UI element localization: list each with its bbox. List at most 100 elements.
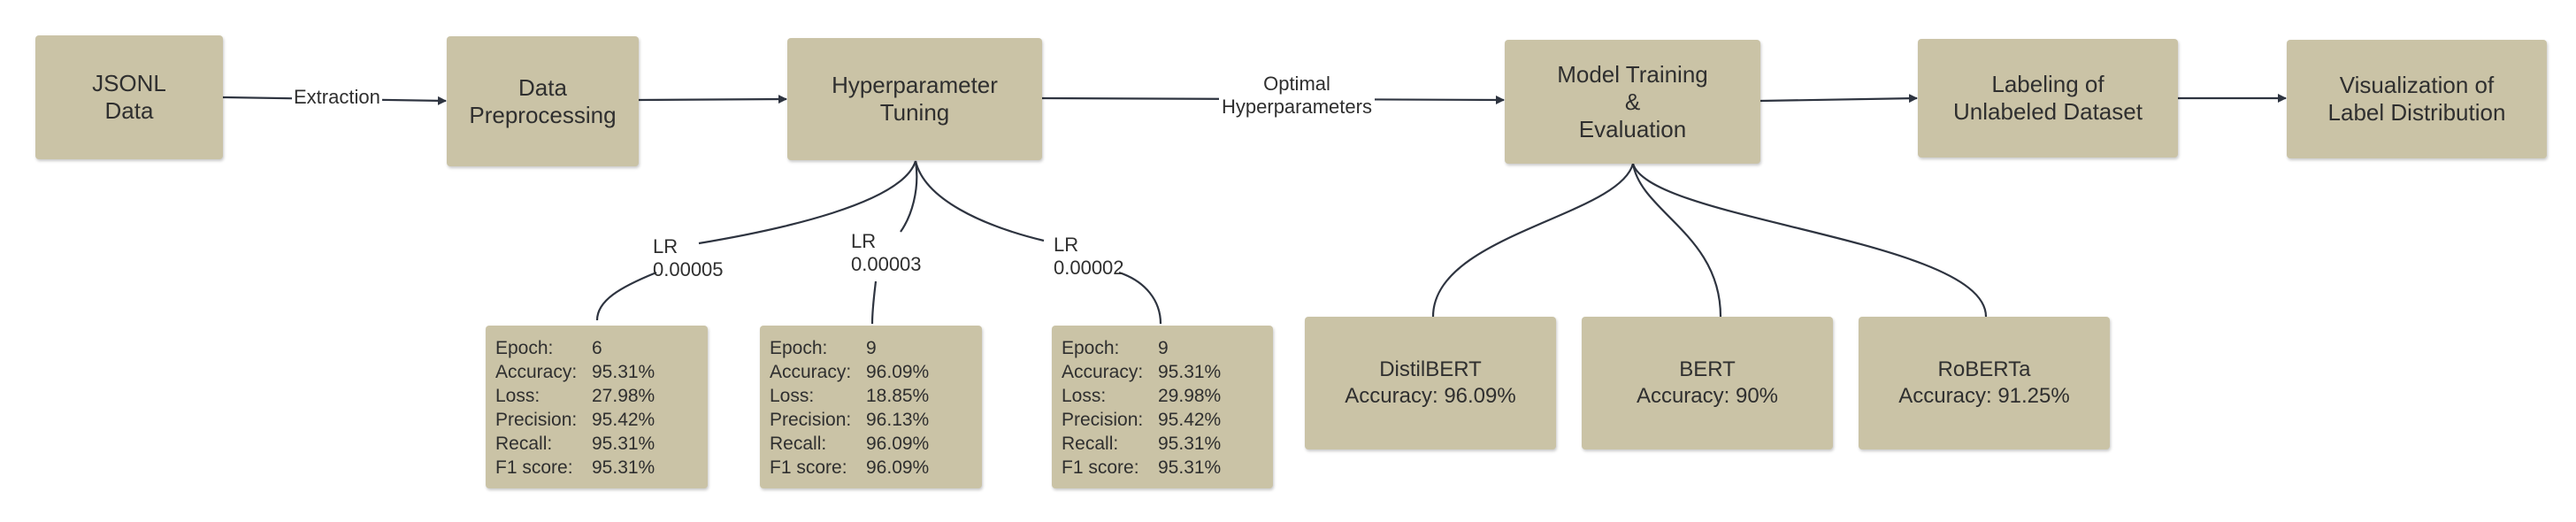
metric-row: Recall: 95.31% <box>1062 432 1273 456</box>
branch-line-lr-00003 <box>900 160 918 233</box>
metric-row: F1 score: 96.09% <box>770 456 982 480</box>
metric-label: Loss: <box>1062 386 1107 406</box>
branch-line-lr-00005-lower <box>595 271 657 321</box>
distilbert-model-name: DistilBERT <box>1379 357 1482 381</box>
metric-label: Precision: <box>495 410 578 430</box>
metric-label: Accuracy: <box>770 362 852 382</box>
hyperparameter-tuning-node-line-1: Hyperparameter <box>832 72 998 98</box>
metric-value: 96.09% <box>866 457 930 478</box>
model-training-node-line-1: Model Training <box>1557 60 1708 88</box>
labeling-node: Labeling of Unlabeled Dataset <box>1918 39 2178 157</box>
metric-row: Accuracy: 96.09% <box>770 360 982 384</box>
metric-value: 9 <box>866 338 877 358</box>
model-training-node-line-3: Evaluation <box>1578 115 1687 142</box>
optimal-hyperparameters-line-2: Hyperparameters <box>1222 96 1372 118</box>
branch-line-lr-00002-lower <box>1118 271 1162 325</box>
metric-label: Epoch: <box>495 338 554 358</box>
data-preprocessing-node-line-1: Data <box>518 73 567 101</box>
metric-value: 29.98% <box>1158 386 1222 406</box>
data-preprocessing-node-line-2: Preprocessing <box>469 101 617 128</box>
branch-line-lr-00002 <box>914 160 1045 242</box>
metric-value: 95.31% <box>592 362 656 382</box>
metric-label: Precision: <box>1062 410 1144 430</box>
metric-label: Recall: <box>495 434 553 454</box>
optimal-hyperparameters-line-1: Optimal <box>1263 73 1330 95</box>
metric-value: 95.31% <box>1158 434 1222 454</box>
labeling-node-line-1: Labeling of <box>1991 71 2104 97</box>
branch-line-roberta <box>1631 163 1988 318</box>
metric-value: 95.31% <box>1158 362 1222 382</box>
roberta-result-box: RoBERTa Accuracy: 91.25% <box>1859 317 2110 449</box>
branch-line-distilbert <box>1431 163 1635 318</box>
metric-value: 96.13% <box>866 410 930 430</box>
extraction-edge-label: Extraction <box>292 86 382 109</box>
branch-line-lr-00003-lower <box>870 280 878 325</box>
visualization-node-line-2: Label Distribution <box>2327 99 2506 126</box>
branch-line-bert <box>1631 163 1722 318</box>
jsonl-data-node-line-1: JSONL <box>92 70 166 96</box>
lr-value-run-3: 0.00002 <box>1054 257 1124 279</box>
metric-row: Precision: 95.42% <box>495 408 708 432</box>
distilbert-accuracy: Accuracy: 96.09% <box>1345 384 1516 408</box>
lr-value-run-1: 0.00005 <box>653 258 724 280</box>
metric-row: F1 score: 95.31% <box>495 456 708 480</box>
metric-row: Epoch: 9 <box>770 336 982 360</box>
metric-label: Precision: <box>770 410 852 430</box>
metric-label: Accuracy: <box>1062 362 1144 382</box>
metric-label: Recall: <box>1062 434 1119 454</box>
run-3-metrics-box: Epoch: 9 Accuracy: 95.31% Loss: 29.98% Prec… <box>1052 326 1273 488</box>
metric-row: Precision: 95.42% <box>1062 408 1273 432</box>
lr-label-run-2: LR 0.00003 <box>851 230 922 276</box>
branch-line-lr-00005 <box>698 160 917 245</box>
metric-label: Loss: <box>495 386 540 406</box>
metric-label: Recall: <box>770 434 827 454</box>
lr-label-run-2-text: LR <box>851 230 877 252</box>
metric-row: Loss: 29.98% <box>1062 384 1273 408</box>
metric-row: Recall: 95.31% <box>495 432 708 456</box>
metric-row: Loss: 18.85% <box>770 384 982 408</box>
metric-value: 95.31% <box>592 434 656 454</box>
model-training-node-line-2: & <box>1624 88 1641 115</box>
arrow-preprocessing-to-tuning <box>638 95 787 104</box>
metric-row: Recall: 96.09% <box>770 432 982 456</box>
bert-result-box: BERT Accuracy: 90% <box>1582 317 1833 449</box>
metric-label: Epoch: <box>1062 338 1120 358</box>
model-training-node: Model Training & Evaluation <box>1505 40 1760 164</box>
bert-model-name: BERT <box>1679 357 1736 381</box>
run-2-metrics-box: Epoch: 9 Accuracy: 96.09% Loss: 18.85% Prec… <box>760 326 982 488</box>
metric-row: Epoch: 9 <box>1062 336 1273 360</box>
roberta-accuracy: Accuracy: 91.25% <box>1898 384 2070 408</box>
metric-row: Precision: 96.13% <box>770 408 982 432</box>
arrow-training-to-labeling <box>1760 94 1918 104</box>
labeling-node-line-2: Unlabeled Dataset <box>1953 98 2143 125</box>
metric-value: 95.31% <box>592 457 656 478</box>
data-preprocessing-node: Data Preprocessing <box>447 36 639 166</box>
distilbert-result-box: DistilBERT Accuracy: 96.09% <box>1305 317 1556 449</box>
metric-label: F1 score: <box>770 457 847 478</box>
metric-value: 6 <box>592 338 602 358</box>
metric-value: 95.31% <box>1158 457 1222 478</box>
metric-row: F1 score: 95.31% <box>1062 456 1273 480</box>
metric-value: 95.42% <box>1158 410 1222 430</box>
metric-row: Loss: 27.98% <box>495 384 708 408</box>
metric-value: 18.85% <box>866 386 930 406</box>
lr-label-run-3-text: LR <box>1054 234 1079 256</box>
metric-label: F1 score: <box>1062 457 1139 478</box>
jsonl-data-node-line-2: Data <box>104 97 154 124</box>
metric-row: Accuracy: 95.31% <box>1062 360 1273 384</box>
run-1-metrics-box: Epoch: 6 Accuracy: 95.31% Loss: 27.98% Prec… <box>486 326 708 488</box>
metric-value: 27.98% <box>592 386 656 406</box>
metric-value: 96.09% <box>866 362 930 382</box>
metric-value: 95.42% <box>592 410 656 430</box>
lr-label-run-3: LR 0.00002 <box>1054 234 1124 280</box>
metric-row: Accuracy: 95.31% <box>495 360 708 384</box>
roberta-model-name: RoBERTa <box>1937 357 2031 381</box>
metric-label: Accuracy: <box>495 362 578 382</box>
hyperparameter-tuning-node: Hyperparameter Tuning <box>787 38 1042 160</box>
metric-value: 96.09% <box>866 434 930 454</box>
lr-label-run-1-text: LR <box>653 235 678 257</box>
metric-value: 9 <box>1158 338 1169 358</box>
visualization-node: Visualization of Label Distribution <box>2287 40 2547 158</box>
